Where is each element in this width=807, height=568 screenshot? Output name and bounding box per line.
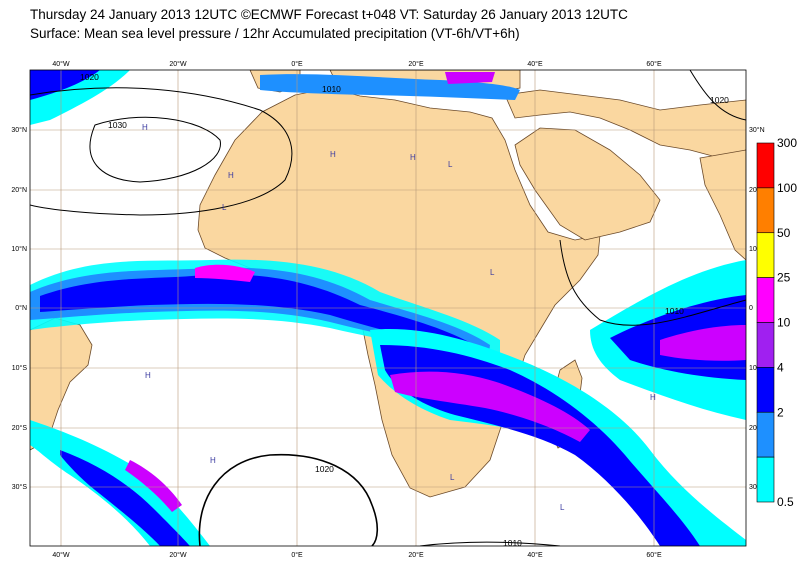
legend-swatches xyxy=(756,142,775,503)
lat-tick-labels-left: 30°N 20°N 10°N 0°N 10°S 20°S 30°S xyxy=(11,126,27,491)
lat-tick-right: 30 xyxy=(749,484,757,491)
legend-swatch xyxy=(756,142,775,189)
legend-level-label: 0.5 xyxy=(777,495,794,509)
map-frame xyxy=(29,69,747,547)
legend-swatch xyxy=(756,322,775,368)
high-center: H xyxy=(650,393,656,402)
precip-southern-africa-intense xyxy=(390,371,590,442)
low-center: L xyxy=(448,160,453,169)
legend-swatch xyxy=(756,187,775,234)
title-line-1: Thursday 24 January 2013 12UTC ©ECMWF Fo… xyxy=(30,7,628,22)
isobar-labels: 1020 1030 1020 1010 1010 1020 1010 xyxy=(80,72,729,548)
legend-labels: 300 100 50 25 10 4 2 0.5 xyxy=(777,136,797,509)
isobar-label-1030: 1030 xyxy=(108,120,127,130)
legend-level-label: 2 xyxy=(777,405,784,419)
legend-level-label: 4 xyxy=(777,360,784,374)
high-center: H xyxy=(142,123,148,132)
lat-tick-left: 0°N xyxy=(15,304,27,312)
legend-swatch xyxy=(756,277,775,323)
lat-tick-left: 20°S xyxy=(12,424,28,432)
lon-tick-bottom: 20°W xyxy=(169,551,187,559)
title-line-2: Surface: Mean sea level pressure / 12hr … xyxy=(30,26,520,41)
isobar-1010-south xyxy=(419,541,561,546)
lon-tick-bottom: 0°E xyxy=(291,551,303,559)
lon-tick-labels: 40°W 20°W 0°E 20°E 40°E 60°E 40°W 20°W 0… xyxy=(52,60,662,559)
precip-mediterranean-intense xyxy=(445,72,495,84)
low-center: L xyxy=(490,268,495,277)
legend-level-label: 10 xyxy=(777,316,791,330)
lat-tick-left: 30°S xyxy=(12,483,28,491)
high-center: H xyxy=(145,371,151,380)
india-west xyxy=(699,149,746,261)
lon-tick-bottom: 40°E xyxy=(527,551,543,559)
lat-tick-left: 20°N xyxy=(11,186,27,194)
lon-tick-top: 20°W xyxy=(169,60,187,68)
isobar-1020-north xyxy=(30,87,293,216)
legend-level-label: 50 xyxy=(777,226,791,240)
lon-tick-bottom: 40°W xyxy=(52,551,70,559)
high-center: H xyxy=(410,153,416,162)
lat-tick-right: 0 xyxy=(749,305,753,312)
lat-tick-right: 10 xyxy=(749,365,757,372)
lon-tick-top: 20°E xyxy=(408,60,424,68)
low-center: L xyxy=(560,503,565,512)
precip-south-atlantic-intense xyxy=(125,460,182,512)
legend-swatch xyxy=(756,232,775,278)
isobar-label-1020-arabia: 1020 xyxy=(710,95,729,105)
lat-tick-right: 20 xyxy=(749,187,757,194)
high-center: H xyxy=(330,150,336,159)
lat-tick-right: 30°N xyxy=(749,126,765,134)
lon-tick-bottom: 20°E xyxy=(408,551,424,559)
isobars xyxy=(30,70,746,546)
lon-tick-top: 40°W xyxy=(52,60,70,68)
lat-tick-right: 10 xyxy=(749,246,757,253)
lat-tick-left: 10°N xyxy=(11,245,27,253)
high-center: H xyxy=(228,171,234,180)
isobar-1030 xyxy=(89,116,221,183)
isobar-label-1010-south: 1010 xyxy=(503,538,522,548)
lon-tick-top: 40°E xyxy=(527,60,543,68)
isobar-1010-east xyxy=(559,239,746,326)
lat-tick-labels-right: 30°N 20 10 0 10 20 30 xyxy=(749,126,765,491)
lon-tick-top: 0°E xyxy=(291,60,303,68)
pressure-centers: H H H H H H H L L L L L xyxy=(142,123,656,512)
isobar-1020-south xyxy=(198,453,379,546)
map-area: 1020 1030 1020 1010 1010 1020 1010 H H H… xyxy=(30,70,746,548)
isobar-label-1010-med: 1010 xyxy=(322,84,341,94)
lat-lon-grid xyxy=(30,70,746,546)
lon-tick-bottom: 60°E xyxy=(646,551,662,559)
lon-tick-top: 60°E xyxy=(646,60,662,68)
low-center: L xyxy=(222,203,227,212)
legend-swatch xyxy=(756,456,775,503)
low-center: L xyxy=(450,473,455,482)
lat-tick-left: 10°S xyxy=(12,364,28,372)
high-center: H xyxy=(210,456,216,465)
isobar-1020-arabia xyxy=(689,70,746,121)
lat-tick-right: 20 xyxy=(749,425,757,432)
legend-swatch xyxy=(756,367,775,413)
isobar-label-1010-east: 1010 xyxy=(665,306,684,316)
precip-south-atlantic-heavy xyxy=(60,450,190,546)
legend-level-label: 25 xyxy=(777,271,791,285)
legend-level-label: 100 xyxy=(777,181,797,195)
precip-mediterranean xyxy=(260,74,520,100)
legend-swatch xyxy=(756,411,775,458)
lat-tick-left: 30°N xyxy=(11,126,27,134)
precip-legend: 300 100 50 25 10 4 2 0.5 xyxy=(756,136,797,509)
precip-indian-ocean-intense xyxy=(660,325,746,361)
precip-itcz-heavy xyxy=(40,274,480,356)
precipitation xyxy=(30,70,746,546)
precip-itcz-intense xyxy=(195,264,255,282)
isobar-label-1020-south: 1020 xyxy=(315,464,334,474)
legend-level-label: 300 xyxy=(777,136,797,150)
isobar-label-1020-north: 1020 xyxy=(80,72,99,82)
